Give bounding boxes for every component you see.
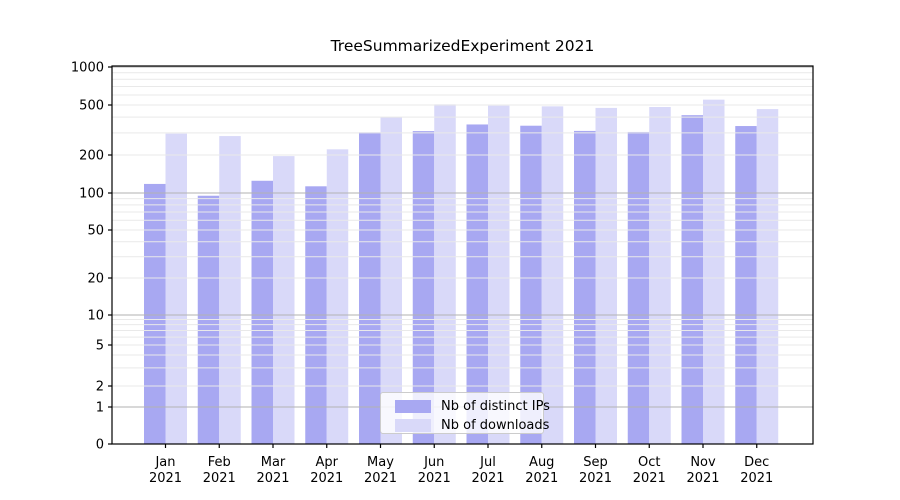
x-tick-label-year: 2021 xyxy=(203,471,236,486)
x-tick-label-year: 2021 xyxy=(633,471,666,486)
legend-label-downloads: Nb of downloads xyxy=(441,417,550,433)
y-tick-label: 10 xyxy=(87,309,104,324)
bar-oct-downloads xyxy=(649,107,671,444)
plot-frame xyxy=(111,65,814,445)
x-tick-label-month: Oct xyxy=(638,455,660,470)
y-tick-label: 1 xyxy=(96,401,104,416)
x-tick-label-month: Jul xyxy=(479,455,496,470)
x-tick-label-month: May xyxy=(367,455,394,470)
y-tick-label: 20 xyxy=(87,272,104,287)
x-tick-label-year: 2021 xyxy=(364,471,397,486)
y-tick-label: 500 xyxy=(79,99,104,114)
y-tick-label: 100 xyxy=(79,187,104,202)
bar-sep-distinct-ips xyxy=(574,130,596,444)
bar-jan-distinct-ips xyxy=(144,183,166,444)
chart-title: TreeSummarizedExperiment 2021 xyxy=(330,37,595,55)
x-tick-label-month: Jun xyxy=(423,455,444,470)
x-tick-label-month: Jan xyxy=(154,455,175,470)
bar-sep-downloads xyxy=(595,107,617,444)
x-tick-label-month: Apr xyxy=(316,455,339,470)
x-tick-label-month: Feb xyxy=(208,455,231,470)
bar-dec-downloads xyxy=(756,109,779,444)
x-tick-label-year: 2021 xyxy=(525,471,558,486)
y-tick-label: 2 xyxy=(96,380,104,395)
bar-jun-distinct-ips xyxy=(412,131,435,444)
y-tick-label: 0 xyxy=(96,438,104,453)
x-tick-label-month: Aug xyxy=(529,455,554,470)
legend-item-downloads: Nb of downloads xyxy=(381,417,549,433)
x-tick-label-year: 2021 xyxy=(579,471,612,486)
x-axis: Jan2021Feb2021Mar2021Apr2021May2021Jun20… xyxy=(149,444,773,486)
x-tick-label-year: 2021 xyxy=(149,471,182,486)
x-tick-label-month: Sep xyxy=(583,455,608,470)
x-tick-label-year: 2021 xyxy=(471,471,504,486)
bar-oct-distinct-ips xyxy=(627,131,650,444)
bar-jul-distinct-ips xyxy=(466,124,488,445)
bar-jul-downloads xyxy=(488,105,510,444)
x-tick-label-month: Dec xyxy=(744,455,769,470)
bar-nov-downloads xyxy=(703,99,725,445)
bar-nov-distinct-ips xyxy=(681,115,703,445)
legend-label-distinct-ips: Nb of distinct IPs xyxy=(441,398,550,414)
legend: Nb of distinct IPs Nb of downloads xyxy=(380,392,550,434)
bar-jun-downloads xyxy=(434,104,456,444)
y-tick-label: 200 xyxy=(79,149,104,164)
x-tick-label-month: Nov xyxy=(690,455,716,470)
y-axis: 0 1 2 5 10 20 50 100 200 500 1000 xyxy=(71,61,112,453)
x-tick-label-year: 2021 xyxy=(740,471,773,486)
legend-item-distinct-ips: Nb of distinct IPs xyxy=(381,398,550,414)
legend-swatch-distinct-ips xyxy=(395,399,431,413)
bar-dec-distinct-ips xyxy=(735,126,757,444)
x-tick-label-year: 2021 xyxy=(310,471,343,486)
bar-aug-downloads xyxy=(541,106,564,444)
bar-feb-downloads xyxy=(219,136,241,444)
bar-may-distinct-ips xyxy=(359,132,381,444)
y-tick-label: 50 xyxy=(87,224,104,239)
y-tick-label: 5 xyxy=(96,339,104,354)
x-tick-label-year: 2021 xyxy=(686,471,719,486)
legend-swatch-downloads xyxy=(395,418,431,432)
gridlines xyxy=(112,66,813,408)
x-tick-label-month: Mar xyxy=(261,455,286,470)
y-tick-label: 1000 xyxy=(71,61,104,76)
x-tick-label-year: 2021 xyxy=(418,471,451,486)
x-tick-label-year: 2021 xyxy=(256,471,289,486)
bar-mar-downloads xyxy=(273,156,295,445)
bar-mar-distinct-ips xyxy=(251,180,273,444)
bar-jan-downloads xyxy=(165,133,187,445)
bar-apr-downloads xyxy=(326,149,349,444)
